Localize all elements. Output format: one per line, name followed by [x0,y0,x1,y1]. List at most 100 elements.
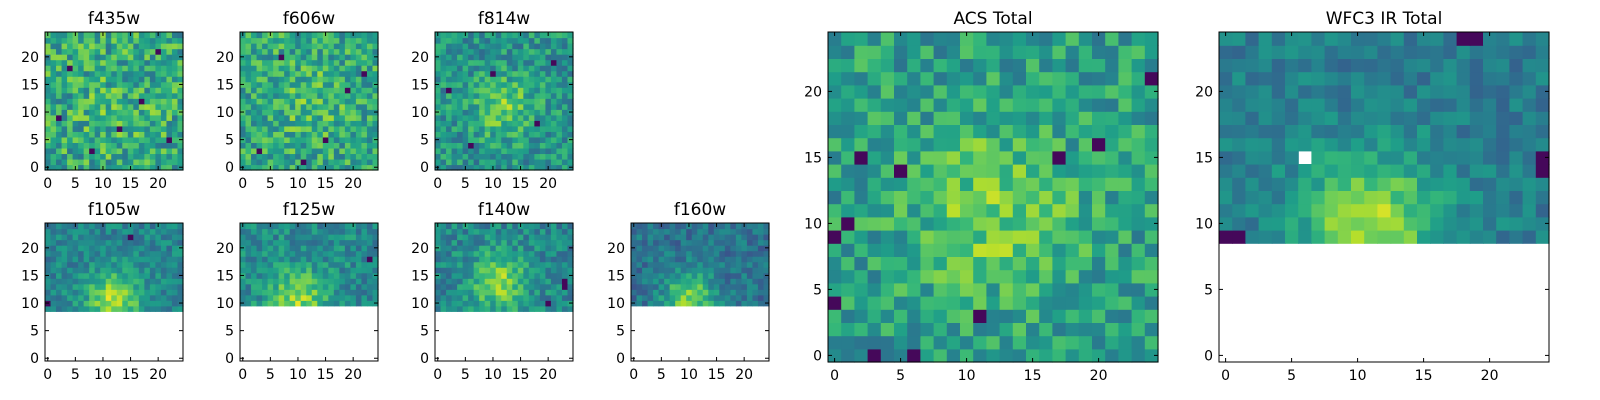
heatmap-cell [116,278,123,285]
heatmap-cell [256,142,263,149]
heatmap-cell [262,131,269,138]
heatmap-cell [440,131,447,138]
heatmap-cell [567,120,574,127]
heatmap-cell [273,87,280,94]
heatmap-cell [506,87,513,94]
heatmap-cell [512,289,519,296]
heatmap-cell [730,278,737,285]
heatmap-cell [556,267,563,274]
heatmap-cell [1131,98,1146,112]
heatmap-cell [1285,150,1299,165]
heatmap-cell [517,305,524,312]
heatmap-cell [664,261,671,268]
heatmap-cell [245,76,252,83]
heatmap-cell [1311,98,1326,112]
heatmap-cell [658,245,665,252]
heatmap-cell [1337,230,1352,244]
heatmap-cell [133,70,140,77]
heatmap-cell [920,322,935,337]
heatmap-cell [473,283,480,290]
heatmap-cell [355,103,363,110]
heatmap-cell [111,147,118,155]
heatmap-cell [72,114,79,121]
x-tick-label: 15 [512,367,530,383]
heatmap-cell [311,278,318,285]
heatmap-cell [133,164,140,171]
heatmap-cell [333,256,340,263]
heatmap-cell [686,289,693,296]
heatmap-cell [1065,111,1080,125]
heatmap-cell [311,239,318,246]
heatmap-cell [116,70,123,77]
heatmap-cell [435,278,442,285]
heatmap-cell [350,234,357,241]
heatmap-cell [56,136,63,143]
heatmap-cell [1052,256,1067,271]
heatmap-cell [300,76,307,83]
heatmap-cell [468,153,475,160]
heatmap-cell [457,87,464,94]
heatmap-cell [350,289,357,296]
heatmap-cell [495,283,502,290]
heatmap-cell [133,136,140,143]
heatmap-cell [528,81,535,88]
heatmap-cell [512,125,519,132]
heatmap-cell [724,283,731,290]
heatmap-cell [484,32,491,39]
heatmap-cell [171,250,179,257]
heatmap-cell [828,203,842,218]
heatmap-cell [262,289,269,296]
heatmap-cell [83,37,90,44]
heatmap-cell [300,142,307,149]
heatmap-cell [322,147,329,155]
heatmap-cell [149,228,156,235]
heatmap-cell [495,125,502,132]
heatmap-cell [306,256,313,263]
heatmap-cell [160,223,168,230]
heatmap-cell [556,131,563,138]
heatmap-cell [468,48,475,55]
heatmap-cell [986,216,1001,231]
heatmap-cell [680,239,687,246]
heatmap-cell [490,272,497,279]
heatmap-cell [501,228,508,235]
heatmap-cell [1219,58,1233,73]
heatmap-cell [741,256,748,263]
heatmap-cell [328,228,335,235]
heatmap-cell [479,245,486,252]
heatmap-cell [479,300,486,307]
heatmap-cell [631,267,638,274]
heatmap-cell [116,114,123,121]
heatmap-cell [138,267,145,274]
heatmap-cell [539,59,546,66]
heatmap-cell [933,124,948,139]
heatmap-cell [284,54,291,61]
heatmap-cell [960,348,974,363]
heatmap-cell [550,245,558,252]
heatmap-cell [155,300,162,307]
heatmap-cell [361,250,368,257]
heatmap-cell [894,230,908,244]
heatmap-cell [278,76,285,83]
heatmap-cell [116,98,123,105]
heatmap-cell [50,65,57,72]
heatmap-cell [867,256,882,271]
heatmap-cell [355,234,363,241]
heatmap-cell [366,32,374,39]
heatmap-cell [372,228,379,235]
heatmap-cell [763,289,770,296]
heatmap-cell [278,81,285,88]
heatmap-cell [366,70,374,77]
heatmap-cell [328,43,335,50]
heatmap-cell [89,245,96,252]
heatmap-cell [636,272,643,279]
heatmap-cell [160,305,168,312]
heatmap-cell [490,228,497,235]
heatmap-cell [317,109,324,116]
heatmap-cell [1065,296,1080,310]
heatmap-cell [100,114,107,121]
heatmap-cell [973,190,987,205]
heatmap-cell [1364,150,1378,165]
heatmap-cell [1052,243,1067,257]
heatmap-cell [457,272,464,279]
